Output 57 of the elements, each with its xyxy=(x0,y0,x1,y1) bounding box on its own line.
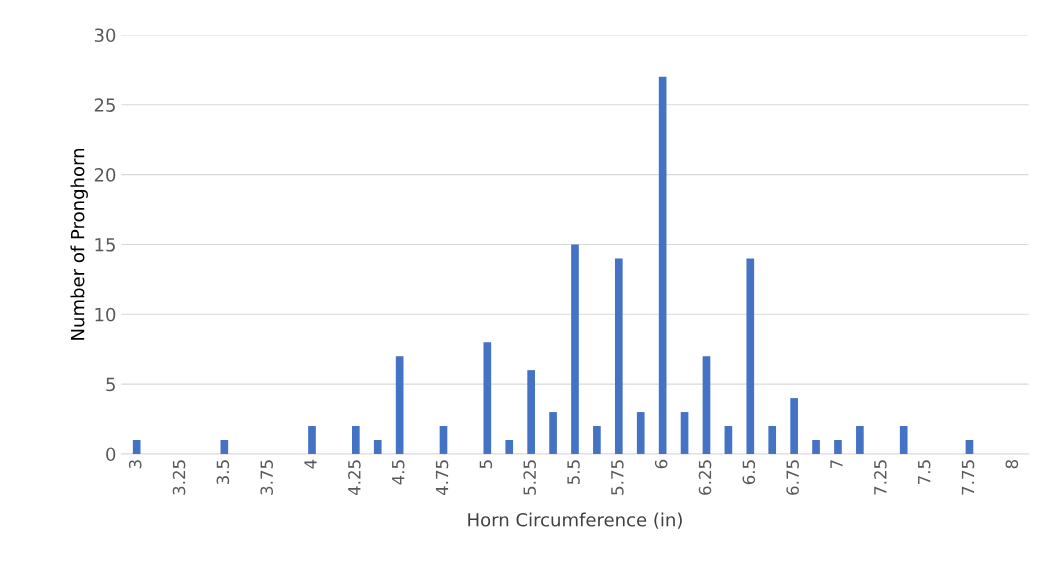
y-tick-label: 20 xyxy=(94,168,116,182)
bar xyxy=(132,439,141,454)
x-tick-label: 7.5 xyxy=(918,460,931,484)
bar xyxy=(439,426,448,454)
bar xyxy=(351,426,360,454)
bar xyxy=(965,439,974,454)
bar xyxy=(571,244,579,454)
x-tick-label: 7.25 xyxy=(874,460,887,495)
bar xyxy=(308,426,316,454)
bar xyxy=(812,439,820,454)
bar xyxy=(505,439,514,454)
bar xyxy=(636,412,645,454)
y-tick-label: 25 xyxy=(94,98,115,112)
bar xyxy=(899,426,908,454)
bar xyxy=(768,426,777,454)
x-axis-title: Horn Circumference (in) xyxy=(468,512,682,529)
bar xyxy=(593,426,601,454)
bar xyxy=(373,439,382,454)
y-tick-label: 10 xyxy=(95,307,116,322)
bar xyxy=(658,76,667,454)
x-tick-label: 5 xyxy=(479,460,493,469)
x-tick-label: 7.75 xyxy=(961,460,975,495)
bar xyxy=(702,356,711,454)
x-tick-label: 5.75 xyxy=(611,460,624,495)
x-tick-label: 6 xyxy=(654,459,668,469)
x-tick-label: 3.5 xyxy=(216,460,230,485)
bar xyxy=(680,412,689,454)
x-tick-label: 4 xyxy=(304,459,317,469)
bar xyxy=(395,356,404,454)
bar xyxy=(724,426,733,454)
y-tick-label: 30 xyxy=(94,28,116,43)
x-tick-label: 6.25 xyxy=(698,460,712,495)
bar xyxy=(614,258,623,454)
y-axis-title: Number of Pronghorn xyxy=(70,148,88,340)
y-tick-label: 15 xyxy=(95,238,115,252)
x-tick-label: 6.5 xyxy=(742,460,756,485)
x-tick-label: 6.75 xyxy=(786,460,799,495)
bar xyxy=(834,439,842,454)
bar xyxy=(549,412,557,454)
x-tick-label: 3.75 xyxy=(260,460,273,495)
x-tick-label: 7 xyxy=(830,460,843,469)
x-tick-label: 3.25 xyxy=(172,460,186,495)
bar xyxy=(527,370,535,454)
x-tick-label: 5.25 xyxy=(523,460,536,495)
x-tick-label: 4.25 xyxy=(348,460,361,496)
x-tick-label: 8 xyxy=(1005,459,1019,469)
bar xyxy=(483,342,492,454)
bar xyxy=(856,426,864,454)
bar xyxy=(220,439,229,454)
y-tick-label: 0 xyxy=(106,447,116,462)
bar xyxy=(746,258,755,454)
bar xyxy=(790,398,798,454)
x-tick-label: 3 xyxy=(128,460,142,469)
x-tick-label: 4.5 xyxy=(392,460,405,485)
x-tick-label: 5.5 xyxy=(567,460,580,485)
y-tick-label: 5 xyxy=(106,377,115,392)
x-tick-label: 4.75 xyxy=(435,460,449,496)
